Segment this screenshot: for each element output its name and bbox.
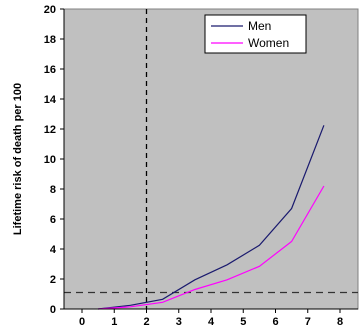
y-tick-label: 2: [50, 274, 56, 286]
x-tick-label: 0: [79, 316, 85, 328]
y-axis-label: Lifetime risk of death per 100: [12, 83, 24, 235]
y-tick-label: 10: [44, 154, 56, 166]
legend: Men Women: [204, 14, 307, 54]
y-tick-label: 18: [44, 34, 56, 46]
plot-area: [63, 8, 359, 310]
x-tick-label: 3: [176, 316, 182, 328]
series-line-women: [98, 185, 325, 310]
y-tick-label: 0: [50, 304, 56, 316]
y-tick-label: 6: [50, 214, 56, 226]
y-tick-label: 16: [44, 64, 56, 76]
x-tick-label: 5: [240, 316, 246, 328]
legend-label-men: Men: [248, 19, 271, 33]
y-tick-label: 14: [44, 94, 57, 106]
y-tick-label: 4: [50, 244, 57, 256]
x-tick-label: 1: [111, 316, 117, 328]
x-tick-label: 2: [143, 316, 149, 328]
y-tick-label: 8: [50, 184, 56, 196]
x-tick-label: 8: [337, 316, 343, 328]
series-line-men: [98, 125, 325, 310]
y-tick-label: 20: [44, 4, 56, 16]
legend-label-women: Women: [248, 36, 289, 50]
x-tick-label: 7: [305, 316, 311, 328]
y-tick-label: 12: [44, 124, 56, 136]
legend-box: [204, 14, 307, 54]
x-tick-label: 6: [272, 316, 278, 328]
x-tick-label: 4: [208, 316, 215, 328]
